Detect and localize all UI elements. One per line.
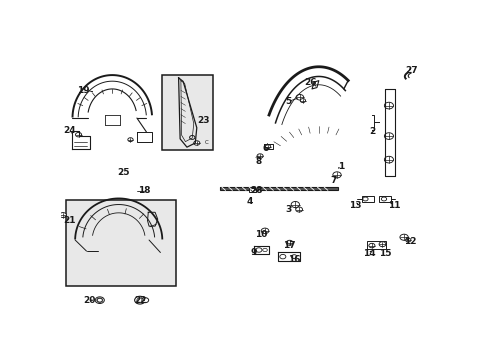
Bar [220, 187, 337, 190]
Text: 18: 18 [138, 186, 150, 195]
Text: 24: 24 [63, 126, 76, 135]
Circle shape [399, 234, 407, 240]
Text: 21: 21 [63, 216, 76, 225]
Bar [65, 200, 175, 286]
Circle shape [384, 102, 393, 109]
Circle shape [75, 132, 81, 137]
Circle shape [290, 202, 299, 208]
Circle shape [261, 228, 268, 234]
Circle shape [193, 141, 200, 145]
Text: 7: 7 [330, 176, 337, 185]
Circle shape [134, 296, 145, 304]
Circle shape [405, 238, 410, 242]
Text: 12: 12 [403, 237, 415, 246]
Text: 10: 10 [255, 230, 267, 239]
Text: 16: 16 [287, 255, 300, 264]
Circle shape [368, 243, 374, 248]
Text: 3: 3 [285, 205, 291, 214]
Text: 11: 11 [387, 201, 400, 210]
Text: 9: 9 [250, 248, 256, 257]
Bar [379, 196, 390, 202]
Circle shape [295, 94, 303, 100]
Text: 25: 25 [117, 168, 130, 177]
Text: 20: 20 [83, 296, 96, 305]
Circle shape [60, 212, 66, 217]
Circle shape [384, 133, 393, 139]
Text: C: C [204, 140, 208, 145]
Bar [220, 187, 337, 190]
Circle shape [257, 154, 263, 158]
Text: 17: 17 [283, 240, 295, 249]
Circle shape [142, 298, 148, 303]
Text: 6: 6 [262, 144, 268, 153]
Circle shape [265, 145, 270, 149]
Text: 28: 28 [249, 186, 262, 195]
Bar [161, 75, 212, 150]
Circle shape [95, 297, 104, 303]
Text: 23: 23 [197, 116, 209, 125]
Bar [366, 240, 385, 249]
Text: 8: 8 [255, 157, 261, 166]
Circle shape [384, 156, 393, 163]
Circle shape [300, 99, 305, 103]
Text: 15: 15 [378, 249, 390, 258]
Text: 22: 22 [134, 296, 147, 305]
Circle shape [332, 172, 341, 178]
Circle shape [127, 138, 133, 141]
Text: 13: 13 [348, 201, 360, 210]
Text: 14: 14 [362, 249, 374, 258]
Text: 19: 19 [77, 86, 89, 95]
Text: 5: 5 [285, 97, 291, 106]
Text: 26: 26 [304, 77, 316, 86]
Bar [362, 196, 373, 202]
Text: 4: 4 [246, 197, 252, 206]
Circle shape [295, 207, 302, 212]
Text: 27: 27 [405, 66, 417, 75]
Bar [249, 188, 256, 192]
Circle shape [285, 240, 292, 245]
Circle shape [378, 242, 385, 247]
Text: 1: 1 [338, 162, 344, 171]
Text: 2: 2 [368, 127, 374, 136]
